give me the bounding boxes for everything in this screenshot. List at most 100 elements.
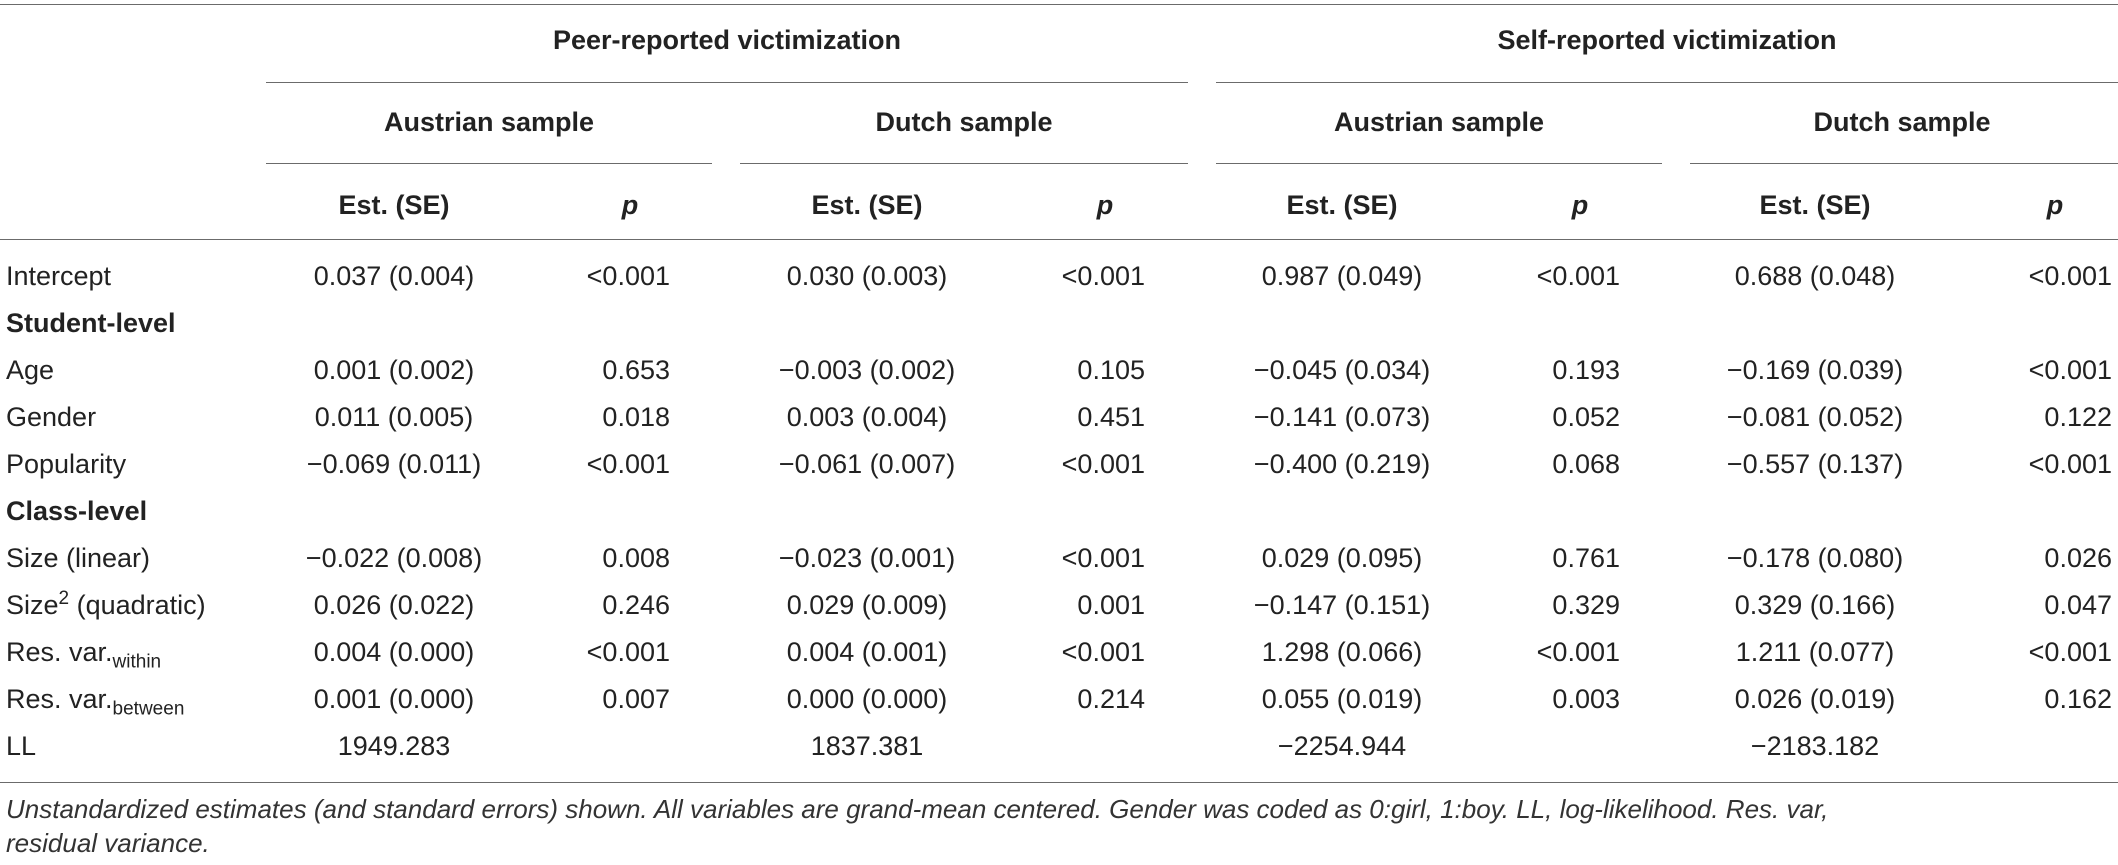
table-cell: <0.001 (2028, 449, 2112, 479)
table-cell: −0.003 (0.002) (778, 355, 956, 385)
table-cell: 0.001 (0.002) (313, 355, 475, 385)
table-cell: <0.001 (586, 261, 670, 291)
table-cell: 0.068 (1552, 449, 1620, 479)
table-cell: −0.169 (0.039) (1726, 355, 1904, 385)
table-cell: 0.162 (2044, 684, 2112, 714)
table-cell: 0.653 (602, 355, 670, 385)
column-header-p: p (621, 190, 639, 220)
table-cell: <0.001 (586, 637, 670, 667)
table-cell: <0.001 (2028, 261, 2112, 291)
column-header-est: Est. (SE) (1759, 190, 1871, 220)
row-label-superscript: 2 (58, 588, 70, 609)
table-cell: 0.329 (1552, 590, 1620, 620)
table-cell: 0.761 (1552, 543, 1620, 573)
table-cell: 0.122 (2044, 402, 2112, 432)
row-label: Popularity (6, 449, 127, 479)
table-cell: 0.001 (0.000) (313, 684, 475, 714)
table-cell: 0.987 (0.049) (1261, 261, 1423, 291)
row-label-text: Res. var. (6, 637, 113, 667)
table-footnote-line-1: Unstandardized estimates (and standard e… (6, 794, 1829, 824)
table-cell: <0.001 (1536, 261, 1620, 291)
peer-group-rule (266, 82, 1188, 83)
table-cell: <0.001 (1061, 543, 1145, 573)
self-group-rule (1216, 82, 2118, 83)
column-header-est: Est. (SE) (811, 190, 923, 220)
sample-header-austrian-peer: Austrian sample (383, 107, 595, 137)
table-bottom-rule (0, 782, 2118, 783)
table-cell: −0.023 (0.001) (778, 543, 956, 573)
table-cell: −2183.182 (1750, 731, 1880, 761)
sample-rule-2 (740, 163, 1188, 164)
table-cell: 0.055 (0.019) (1261, 684, 1423, 714)
sample-rule-1 (266, 163, 712, 164)
table-cell: 0.026 (0.019) (1734, 684, 1896, 714)
table-cell: 0.329 (0.166) (1734, 590, 1896, 620)
table-cell: 0.030 (0.003) (786, 261, 948, 291)
row-label-text: Res. var. (6, 684, 113, 714)
peer-reported-header: Peer-reported victimization (552, 25, 902, 55)
table-cell: 0.018 (602, 402, 670, 432)
table-cell: <0.001 (1061, 261, 1145, 291)
table-cell: <0.001 (586, 449, 670, 479)
table-cell: <0.001 (1061, 637, 1145, 667)
sample-rule-3 (1216, 163, 1662, 164)
table-cell: 0.026 (2044, 543, 2112, 573)
table-cell: 0.004 (0.000) (313, 637, 475, 667)
table-cell: 0.011 (0.005) (314, 402, 474, 432)
table-cell: 0.193 (1552, 355, 1620, 385)
top-rule (0, 4, 2118, 5)
table-cell: −2254.944 (1277, 731, 1407, 761)
column-header-p: p (1096, 190, 1114, 220)
table-cell: 0.214 (1077, 684, 1145, 714)
table-cell: 1837.381 (810, 731, 924, 761)
table-cell: 0.004 (0.001) (786, 637, 948, 667)
row-label: LL (6, 731, 37, 761)
table-cell: <0.001 (1061, 449, 1145, 479)
table-cell: 1949.283 (337, 731, 451, 761)
row-label: Size (linear) (6, 543, 151, 573)
row-label-subscript: between (112, 698, 185, 720)
table-cell: −0.081 (0.052) (1726, 402, 1904, 432)
table-cell: 1.211 (0.077) (1735, 637, 1895, 667)
row-label-text: Size (6, 590, 59, 620)
table-cell: 0.007 (602, 684, 670, 714)
column-header-p: p (2046, 190, 2064, 220)
table-cell: 0.003 (0.004) (786, 402, 948, 432)
section-heading-student-level: Student-level (6, 308, 176, 338)
table-cell: 0.001 (1077, 590, 1145, 620)
table-cell: −0.061 (0.007) (778, 449, 956, 479)
table-cell: 0.246 (602, 590, 670, 620)
self-reported-header: Self-reported victimization (1497, 25, 1837, 55)
row-label: Res. var.within (6, 635, 161, 671)
table-cell: −0.069 (0.011) (306, 449, 482, 479)
sample-header-dutch-peer: Dutch sample (875, 107, 1053, 137)
row-label-suffix: (quadratic) (69, 590, 206, 620)
table-cell: 0.105 (1077, 355, 1145, 385)
table-cell: −0.141 (0.073) (1253, 402, 1431, 432)
table-cell: 0.003 (1552, 684, 1620, 714)
table-cell: 0.052 (1552, 402, 1620, 432)
row-label: Intercept (6, 261, 112, 291)
table-cell: −0.557 (0.137) (1726, 449, 1904, 479)
row-label: Age (6, 355, 55, 385)
table-cell: −0.045 (0.034) (1253, 355, 1431, 385)
table-cell: −0.147 (0.151) (1253, 590, 1431, 620)
table-cell: 0.688 (0.048) (1734, 261, 1896, 291)
sample-rule-4 (1690, 163, 2118, 164)
table-cell: 0.008 (602, 543, 670, 573)
table-cell: 0.047 (2044, 590, 2112, 620)
table-cell: −0.022 (0.008) (305, 543, 483, 573)
row-label: Gender (6, 402, 97, 432)
table-cell: <0.001 (2028, 637, 2112, 667)
table-cell: 0.000 (0.000) (786, 684, 948, 714)
table-cell: <0.001 (2028, 355, 2112, 385)
table-cell: 0.029 (0.095) (1261, 543, 1423, 573)
table-footnote-line-2: residual variance. (6, 828, 210, 858)
column-header-est: Est. (SE) (338, 190, 450, 220)
section-heading-class-level: Class-level (6, 496, 148, 526)
sample-header-austrian-self: Austrian sample (1333, 107, 1545, 137)
header-bottom-rule (0, 239, 2118, 240)
row-label: Size2 (quadratic) (6, 588, 206, 622)
table-cell: <0.001 (1536, 637, 1620, 667)
